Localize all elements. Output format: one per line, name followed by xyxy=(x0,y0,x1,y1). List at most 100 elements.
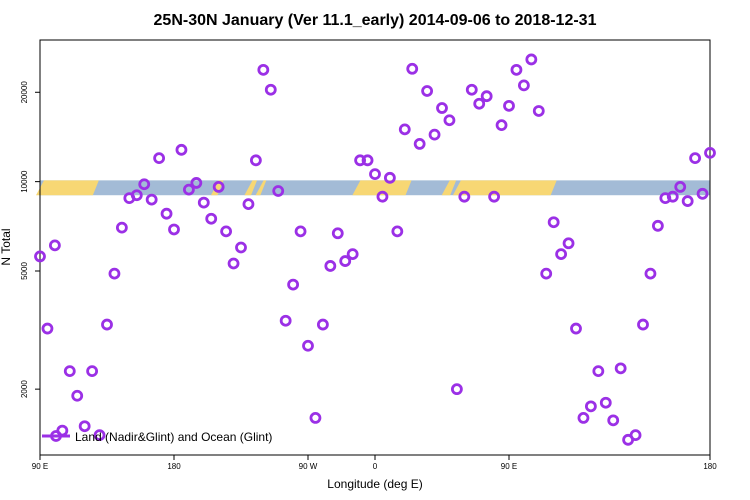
data-point xyxy=(168,223,180,236)
legend: Land (Nadir&Glint) and Ocean (Glint) xyxy=(42,430,272,444)
x-tick-label: 90 E xyxy=(32,462,48,471)
data-point xyxy=(525,53,538,66)
land-band xyxy=(441,180,457,196)
data-point xyxy=(41,322,54,335)
data-point xyxy=(331,227,344,240)
data-point xyxy=(376,190,389,203)
x-tick-label: 90 W xyxy=(299,462,318,471)
data-point xyxy=(495,119,508,132)
data-point xyxy=(704,146,716,159)
chart-title: 25N-30N January (Ver 11.1_early) 2014-09… xyxy=(154,12,597,29)
plot-frame xyxy=(39,39,711,456)
data-point xyxy=(607,414,620,427)
data-point xyxy=(175,143,188,156)
data-point xyxy=(458,190,471,203)
data-point xyxy=(227,257,240,270)
data-point xyxy=(436,102,448,114)
land-band xyxy=(244,180,258,196)
data-point xyxy=(130,189,143,202)
data-point xyxy=(644,267,657,280)
data-point xyxy=(48,239,61,252)
data-point xyxy=(138,178,151,191)
x-tick-label: 180 xyxy=(167,462,181,471)
data-point xyxy=(205,212,218,225)
data-points xyxy=(34,53,716,446)
data-point xyxy=(689,152,702,165)
y-tick-label: 5000 xyxy=(20,262,29,280)
data-point xyxy=(421,85,434,97)
data-point xyxy=(629,429,642,442)
data-point xyxy=(517,79,530,92)
data-point xyxy=(264,83,277,96)
data-point xyxy=(145,193,158,206)
data-point xyxy=(547,216,560,229)
data-point xyxy=(391,225,404,238)
y-axis-label: N Total xyxy=(0,228,13,265)
land-band xyxy=(36,180,99,196)
data-point xyxy=(354,154,367,167)
data-point xyxy=(153,152,166,165)
data-point xyxy=(696,187,709,200)
data-point xyxy=(465,83,478,96)
data-point xyxy=(369,168,381,181)
data-point xyxy=(182,183,195,196)
data-point xyxy=(108,267,121,280)
data-point xyxy=(294,225,307,238)
data-point xyxy=(450,383,463,396)
y-tick-label: 20000 xyxy=(20,81,29,104)
data-point xyxy=(190,177,203,189)
data-point xyxy=(160,207,173,220)
land-band xyxy=(352,180,412,196)
data-point xyxy=(34,250,46,263)
data-point xyxy=(63,365,76,378)
data-point xyxy=(316,318,329,331)
x-axis-ticks: 90 E 180 90 W 0 90 E 180 xyxy=(32,455,717,471)
data-point xyxy=(599,396,612,409)
data-point xyxy=(398,123,411,136)
data-point xyxy=(279,314,292,327)
data-point xyxy=(101,318,113,331)
land-ocean-strip xyxy=(36,180,710,196)
data-point xyxy=(413,138,426,150)
data-point xyxy=(555,248,568,261)
data-point xyxy=(78,420,91,433)
data-point xyxy=(383,171,396,184)
land-band xyxy=(255,180,267,196)
data-point xyxy=(272,185,285,197)
data-point xyxy=(637,318,649,331)
data-point xyxy=(309,412,322,424)
data-point xyxy=(86,365,99,378)
data-point xyxy=(346,248,359,261)
data-point xyxy=(287,278,300,291)
data-point xyxy=(510,63,523,76)
x-axis-label: Longitude (deg E) xyxy=(327,477,422,491)
y-axis-ticks: 2000 5000 10000 20000 xyxy=(20,81,40,398)
y-tick-label: 10000 xyxy=(20,170,29,193)
data-point xyxy=(592,365,605,378)
data-point xyxy=(406,62,419,75)
data-point xyxy=(540,267,553,280)
data-point xyxy=(249,154,262,167)
data-point xyxy=(614,362,627,375)
data-point xyxy=(93,429,106,442)
data-point xyxy=(257,63,270,76)
data-point xyxy=(220,225,233,238)
data-point xyxy=(584,400,597,413)
data-point xyxy=(361,154,374,167)
data-point xyxy=(339,255,352,267)
land-band xyxy=(452,180,557,196)
data-point xyxy=(488,190,501,203)
x-tick-label: 0 xyxy=(373,462,378,471)
data-point xyxy=(473,97,486,110)
data-point xyxy=(577,412,590,424)
data-point xyxy=(197,196,210,209)
data-point xyxy=(503,99,515,112)
data-point xyxy=(532,105,545,117)
data-point xyxy=(674,181,687,193)
data-point xyxy=(212,181,225,193)
data-point xyxy=(242,198,255,211)
data-point xyxy=(302,339,314,352)
x-tick-label: 180 xyxy=(703,462,717,471)
